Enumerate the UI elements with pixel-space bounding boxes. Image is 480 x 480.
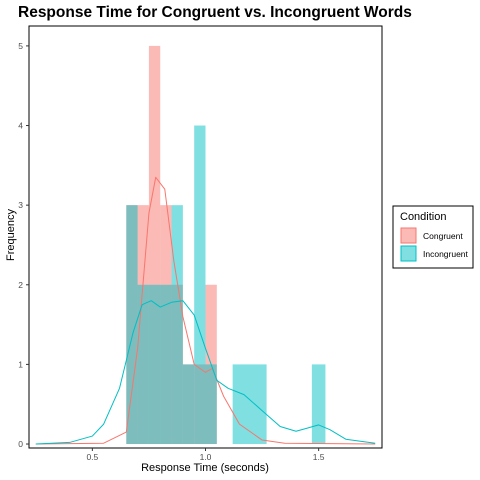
chart-title: Response Time for Congruent vs. Incongru… (18, 4, 412, 21)
bar-incongruent-7 (311, 364, 326, 445)
x-tick-label: 1.0 (200, 452, 212, 462)
x-tick-label: 1.5 (313, 452, 325, 462)
y-axis-label: Frequency (5, 209, 17, 261)
legend-key-congruent (400, 227, 417, 244)
density-layer (35, 176, 376, 445)
bar-incongruent-2 (171, 205, 183, 445)
y-tick-label: 1 (18, 359, 23, 369)
bar-incongruent-3 (182, 364, 195, 445)
legend: Condition Congruent Incongruent (392, 205, 474, 269)
bars-layer (126, 45, 326, 445)
y-tick-label: 3 (18, 200, 23, 210)
bar-incongruent-0 (126, 205, 138, 445)
y-tick-label: 0 (18, 439, 23, 449)
x-axis-label: Response Time (seconds) (141, 462, 269, 474)
y-axis: 0 1 2 3 4 5 (18, 41, 29, 449)
bar-congruent-1 (148, 45, 161, 445)
x-tick-label: 0.5 (86, 452, 98, 462)
density-line-incongruent (35, 300, 376, 445)
legend-label-incongruent: Incongruent (423, 249, 469, 259)
density-line-congruent (35, 176, 376, 445)
y-tick-label: 2 (18, 280, 23, 290)
bar-incongruent-6 (232, 364, 267, 445)
bar-incongruent-4 (194, 125, 206, 445)
x-axis: 0.5 1.0 1.5 (86, 448, 325, 462)
legend-key-incongruent (400, 245, 417, 262)
legend-title: Condition (400, 211, 446, 223)
y-tick-label: 4 (18, 121, 23, 131)
y-tick-label: 5 (18, 41, 23, 51)
legend-label-congruent: Congruent (423, 231, 463, 241)
bar-incongruent-5 (205, 364, 217, 445)
bar-incongruent-1 (137, 284, 172, 445)
